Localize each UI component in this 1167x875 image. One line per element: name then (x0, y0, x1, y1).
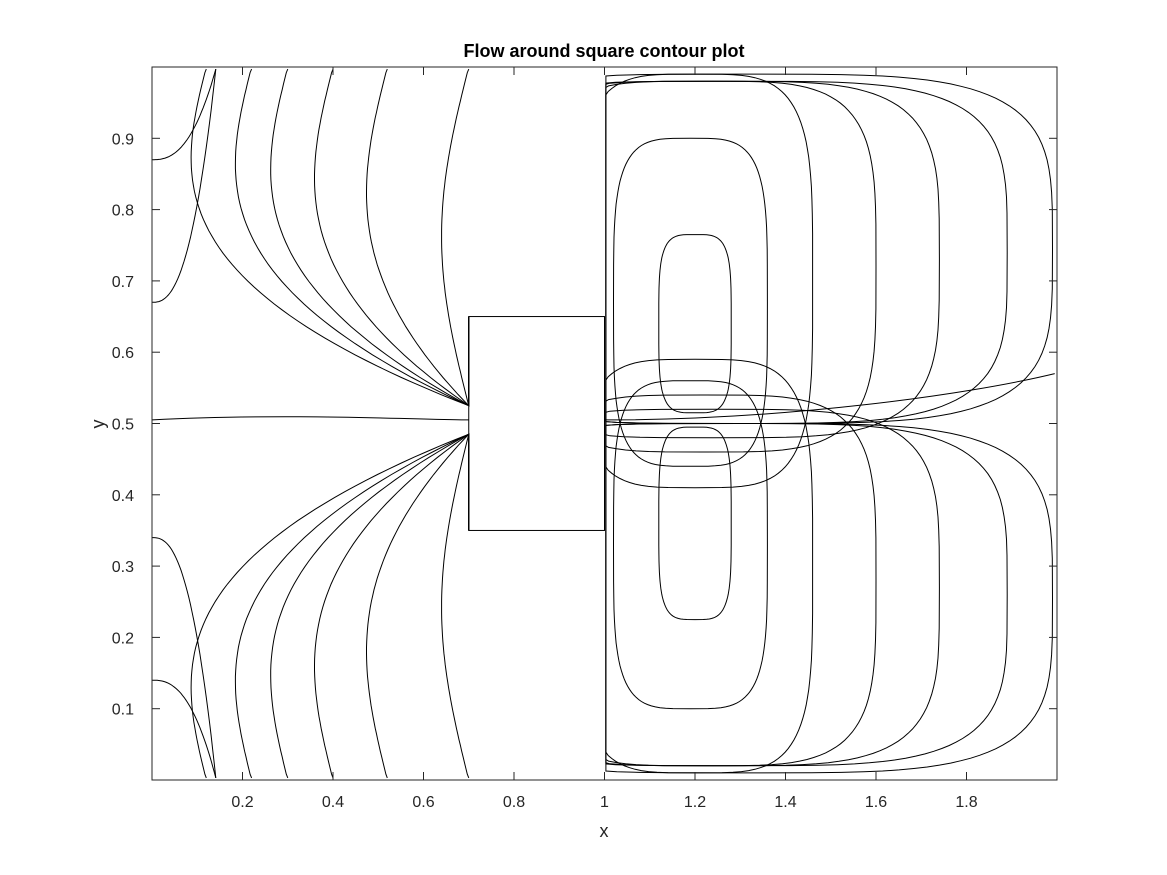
y-tick-label: 0.6 (112, 345, 134, 362)
x-tick-label: 1.8 (955, 794, 977, 811)
y-tick-label: 0.7 (112, 274, 134, 291)
lower-upstream-contour (366, 432, 470, 779)
x-axis-label: x (600, 821, 609, 841)
contour-lines (152, 68, 1055, 779)
chart-title: Flow around square contour plot (464, 41, 745, 61)
inlet-contour (152, 679, 217, 779)
lower-upstream-contour (441, 434, 470, 779)
square-obstacle (468, 316, 605, 531)
upper-upstream-contour (270, 68, 470, 407)
x-axis-ticks: 0.2 0.4 0.6 0.8 1 1.2 1.4 1.6 1.8 (231, 67, 978, 811)
upper-upstream-contour (234, 68, 470, 407)
lower-recirculation-contour (612, 380, 768, 710)
upper-recirculation-contour (612, 137, 768, 467)
y-tick-label: 0.4 (112, 488, 134, 505)
lower-recirculation-contour (658, 426, 732, 621)
x-tick-label: 0.2 (231, 794, 253, 811)
upper-upstream-contour (190, 68, 470, 407)
x-tick-label: 1.4 (774, 794, 796, 811)
x-tick-label: 0.4 (322, 794, 344, 811)
inlet-contour (152, 69, 217, 303)
lower-upstream-contour (190, 433, 470, 779)
x-tick-label: 0.8 (503, 794, 525, 811)
inlet-contour (152, 68, 217, 161)
upper-recirculation-contour (658, 234, 732, 414)
y-tick-label: 0.5 (112, 417, 134, 434)
upper-upstream-contour (441, 68, 470, 406)
inlet-contour (152, 537, 217, 778)
y-axis-label: y (88, 420, 108, 429)
x-tick-label: 1.6 (865, 794, 887, 811)
y-tick-label: 0.2 (112, 630, 134, 647)
y-axis-ticks: 0.1 0.2 0.3 0.4 0.5 0.6 0.7 0.8 0.9 (112, 131, 1057, 719)
upper-upstream-contour (314, 68, 470, 407)
y-tick-label: 0.3 (112, 559, 134, 576)
y-tick-label: 0.8 (112, 203, 134, 220)
lower-upstream-contour (314, 433, 470, 779)
upper-recirculation-contour (605, 73, 1054, 425)
upper-upstream-contour (366, 68, 470, 407)
lower-upstream-contour (270, 433, 470, 779)
y-tick-label: 0.1 (112, 702, 134, 719)
x-tick-label: 1 (600, 794, 609, 811)
upstream-centerline-contour (152, 416, 469, 421)
x-tick-label: 0.6 (412, 794, 434, 811)
x-tick-label: 1.2 (684, 794, 706, 811)
lower-recirculation-contour (605, 422, 1054, 774)
wake-centerline-contour (604, 373, 1055, 421)
lower-upstream-contour (234, 433, 470, 779)
y-tick-label: 0.9 (112, 131, 134, 148)
